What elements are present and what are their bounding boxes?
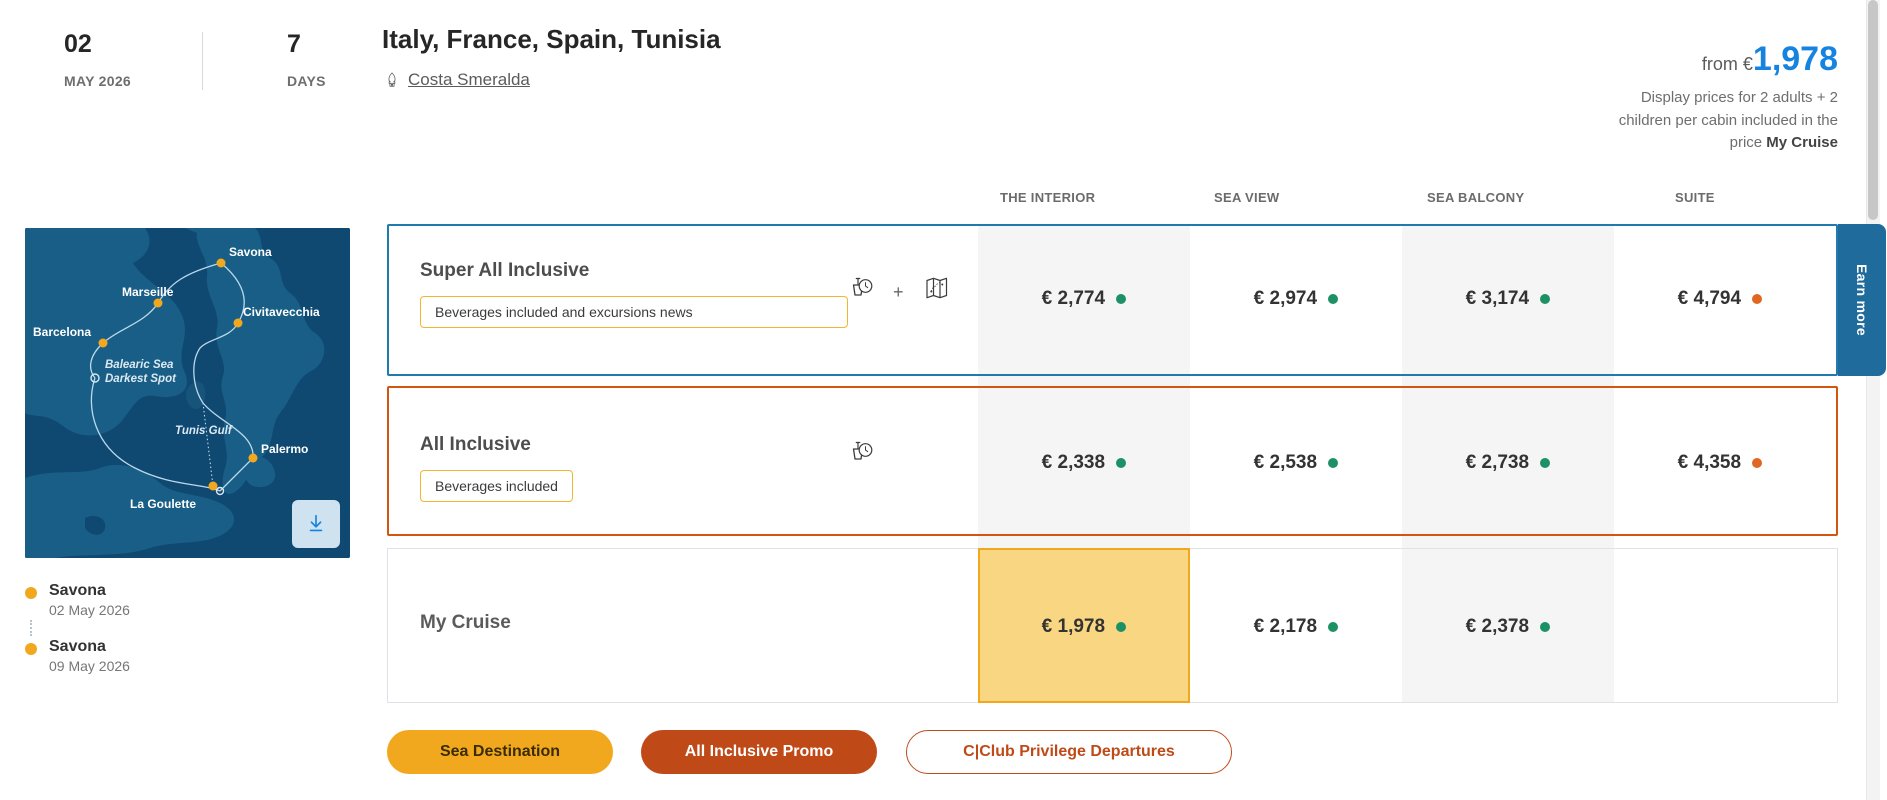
svg-text:Barcelona: Barcelona	[33, 325, 91, 339]
svg-text:Palermo: Palermo	[261, 442, 308, 456]
svg-text:Civitavecchia: Civitavecchia	[243, 305, 320, 319]
svg-text:Tunis Gulf: Tunis Gulf	[175, 425, 233, 437]
svg-text:Darkest Spot: Darkest Spot	[105, 373, 177, 385]
svg-text:Marseille: Marseille	[122, 285, 174, 299]
svg-text:Savona: Savona	[229, 245, 272, 259]
svg-text:Balearic Sea: Balearic Sea	[105, 359, 174, 371]
svg-text:La Goulette: La Goulette	[130, 497, 196, 511]
